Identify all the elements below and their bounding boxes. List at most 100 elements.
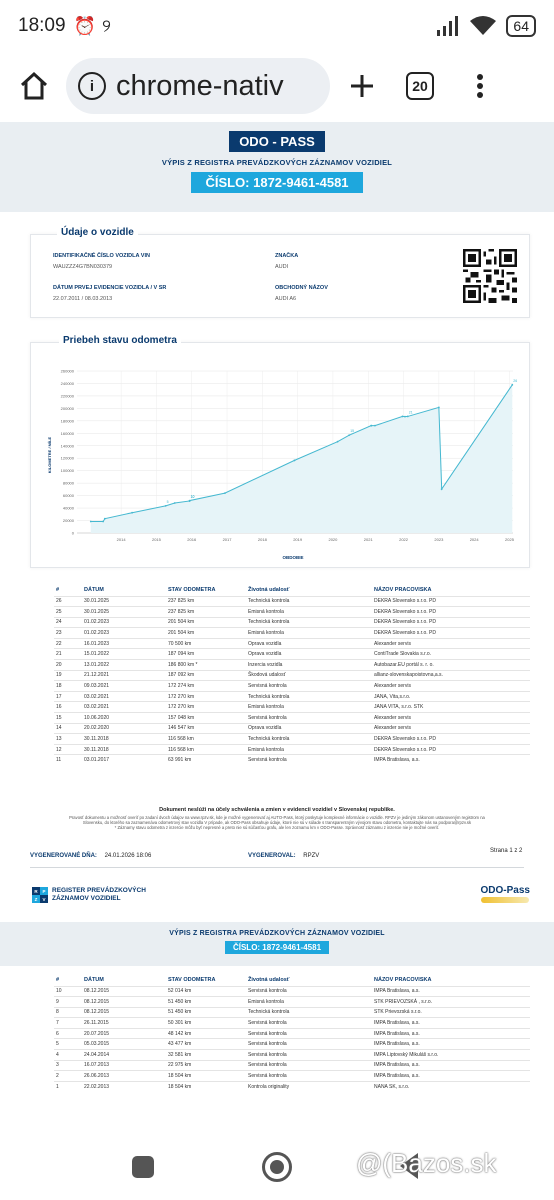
alarm-icon: ⏰ [73,15,96,36]
table-cell: 18 [54,680,82,692]
table-cell: Servisná kontrola [246,680,372,692]
new-tab-button[interactable] [340,64,384,108]
odometer-chart-card: Priebeh stavu odometra 0 20000 40000 60000 8… [30,335,530,568]
table-cell: Emisná kontrola [246,996,372,1008]
chart-y-tick-label: 240000 [61,381,75,386]
table-cell: 10.06.2020 [82,712,166,724]
table-row: 18 09.03.2021 172 274 km Servisná kontrola A… [54,680,530,692]
chart-point [89,520,92,523]
table-cell: 22 [54,637,82,649]
vin-value: WAUZZZ4G7BN030379 [53,264,113,270]
table-cell: Oprava vozidla [246,637,372,649]
table-cell: 9 [54,996,82,1008]
status-bar: 18:09 ⏰ ୨ 64 [0,0,554,52]
table-cell: Servisná kontrola [246,1038,372,1050]
rpzv-logo-letter: Z [32,895,40,903]
info-icon[interactable]: i [78,72,106,100]
column-header: DÁTUM [84,586,104,593]
table-cell: 48 142 km [166,1027,246,1039]
chart-point-label: 15 [350,429,354,433]
table-cell: 26.06.2013 [82,1070,166,1082]
disclaimer-line: Slovensku, do ktorého sa zaznamenáva odo… [82,820,472,825]
rpzv-logo: R P Z V REGISTER PREVÁDZKOVÝCH ZÁZNAMOV … [32,887,146,903]
table-cell: 30.01.2025 [82,606,166,618]
chart-point-label: 10 [191,495,195,499]
page-content[interactable]: ODO - PASS VÝPIS Z REGISTRA PREVÁDZKOVÝC… [0,122,554,1138]
battery-indicator: 64 [506,15,536,37]
table-cell: 05.03.2015 [82,1038,166,1050]
chart-y-tick-label: 160000 [61,431,75,436]
address-bar[interactable]: i chrome-nativ [66,58,330,114]
chart-point-label: 10 [191,495,195,499]
table-cell: 32 581 km [166,1049,246,1061]
chart-point [404,415,406,418]
table-cell: 3 [54,1059,82,1071]
recents-button[interactable] [132,1156,154,1178]
disclaimer-line: * Záznamy stavu odometra z inzercie môžu… [114,825,440,830]
table-cell: JANA, Vita,s.r.o. [372,690,530,702]
more-vert-icon [477,74,483,98]
table-cell: Autobazar.EU portál s. r. o. [372,659,530,671]
chart-y-tick-label: 140000 [61,443,75,448]
table-row: 19 21.12.2021 187 092 km Škodová udalosť all… [54,669,530,681]
vehicle-card: Údaje o vozidle IDENTIFIKAČNÉ ČÍSLO VOZI… [30,227,530,318]
table-cell: 15.01.2022 [82,648,166,660]
table-row: 26 30.01.2025 237 825 km Technická kontrola… [54,595,530,607]
tab-switcher-button[interactable]: 20 [398,64,442,108]
table-cell: 2 [54,1070,82,1082]
table-row: 22 16.01.2023 70 500 km Oprava vozidla Alexa… [54,637,530,649]
table-cell: 22 975 km [166,1059,246,1071]
table-cell: Alexander servis [372,680,530,692]
chart-y-tick-label: 20000 [63,518,75,523]
chart-x-tick-label: 2025 [505,537,515,542]
table-cell: 1 [54,1080,82,1092]
chart-point [374,424,376,427]
chart-x-axis-label: OBDOBIE [282,555,303,560]
table-row: 13 30.11.2018 116 568 km Technická kontrola… [54,733,530,745]
back-button[interactable] [400,1153,418,1179]
table-row: 9 08.12.2015 51 450 km Emisná kontrola STK P… [54,996,530,1008]
table-cell: 10 [54,985,82,997]
chart-x-tick-label: 2018 [258,537,268,542]
menu-button[interactable] [458,64,502,108]
table-cell: 26 [54,595,82,607]
table-row: 1 22.02.2013 18 504 km Kontrola originality… [54,1080,530,1092]
home-icon [20,71,48,100]
table-cell: 8 [54,1006,82,1018]
odo-pass-logo: ODO-Pass [480,885,530,903]
disclaimer: Dokument nesl­úži na účely schválenia a … [30,807,524,830]
chart-point [437,406,440,409]
chart-point [102,520,105,523]
table-cell: Emisná kontrola [246,743,372,755]
generated-date-label: VYGENEROVANÉ DŇA: [30,853,97,859]
home-button[interactable] [12,64,56,108]
table-cell: 25 [54,606,82,618]
chart-point [173,502,176,504]
table-cell: Technická kontrola [246,616,372,628]
table-row: 5 05.03.2015 43 477 km Servisná kontrola IMP… [54,1038,530,1050]
table-cell: 50 301 km [166,1017,246,1029]
odo-pass-logo-text: ODO-Pass [480,885,530,896]
home-nav-button[interactable] [262,1152,292,1182]
chart-point [164,505,167,507]
table-cell: Škodová udalosť [246,669,372,681]
table-cell: 03.01.2017 [82,754,166,766]
table-cell: DEKRA Slovensko s.r.o. PD [372,616,530,628]
table-cell: Oprava vozidla [246,722,372,734]
table-cell: 17 [54,690,82,702]
qr-code-icon[interactable] [463,249,517,303]
chart-point [188,499,191,502]
vehicle-section-title: Údaje o vozidle [57,227,138,238]
column-header: Životná udalosť [248,976,290,983]
table-row: 15 10.06.2020 157 048 km Servisná kontrola A… [54,712,530,724]
table-cell: 14 [54,722,82,734]
table-cell: 237 825 km [166,595,246,607]
table-cell: 30.01.2025 [82,595,166,607]
table-cell: STK Prievozská s.r.o. [372,1006,530,1018]
generated-date-value: 24.01.2026 18:06 [104,853,152,859]
disclaimer-bold: Dokument nesl­úži na účely schválenia a … [159,807,395,813]
table-cell: 172 274 km [166,680,246,692]
chart-x-tick-label: 2023 [434,537,444,542]
page2-subtitle: VÝPIS Z REGISTRA PREVÁDZKOVÝCH ZÁZNAMOV … [169,930,385,937]
table-cell: 13 [54,733,82,745]
